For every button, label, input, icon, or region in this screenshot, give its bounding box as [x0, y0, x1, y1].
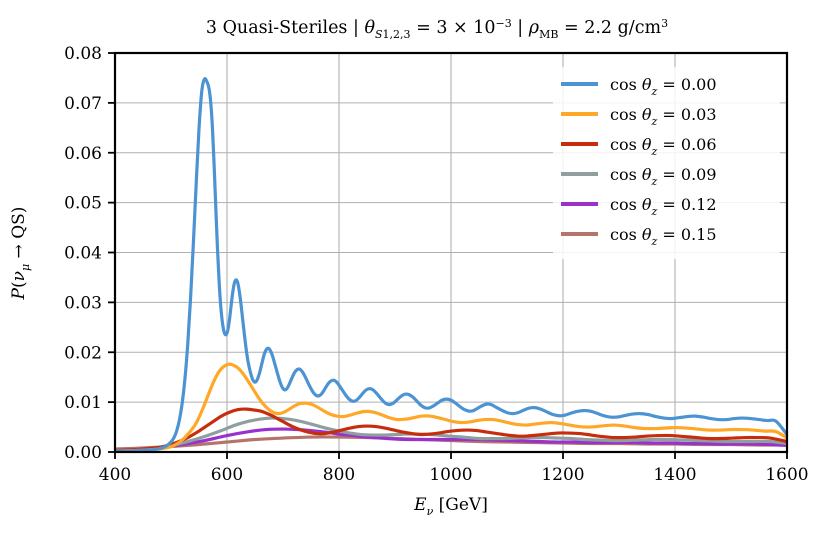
chart-legend[interactable]: cos θz = 0.00 cos θz = 0.03 cos θz = 0.06 c…: [553, 67, 780, 259]
legend-label: cos θz = 0.09: [610, 165, 717, 188]
legend-background: [553, 67, 780, 259]
series-line: [115, 427, 787, 452]
y-tick-label: 0.03: [64, 293, 102, 313]
legend-label: cos θz = 0.12: [610, 195, 717, 218]
legend-item[interactable]: cos θz = 0.00: [561, 75, 717, 98]
legend-item[interactable]: cos θz = 0.09: [561, 165, 717, 188]
tick-labels-layer: 400 600 800 1000 1200 1400 1600 0.00 0.01 0.02 0.0…: [64, 44, 808, 485]
y-tick-label: 0.00: [64, 443, 102, 463]
series-line: [115, 407, 787, 452]
y-tick-label: 0.06: [64, 144, 102, 164]
y-tick-label: 0.01: [64, 393, 102, 413]
legend-label: cos θz = 0.15: [610, 225, 717, 248]
legend-item[interactable]: cos θz = 0.12: [561, 195, 717, 218]
y-tick-label: 0.07: [64, 94, 102, 114]
x-tick-label: 600: [211, 465, 243, 485]
legend-item[interactable]: cos θz = 0.03: [561, 105, 717, 128]
x-tick-label: 1200: [541, 465, 584, 485]
axes-layer: [108, 51, 789, 459]
legend-label: cos θz = 0.06: [610, 135, 717, 158]
series-line: [115, 362, 787, 452]
y-tick-label: 0.05: [64, 194, 102, 214]
legend-label: cos θz = 0.00: [610, 75, 717, 98]
series-line: [115, 77, 787, 452]
x-tick-label: 400: [99, 465, 131, 485]
chart-title: 3 Quasi-Steriles | θS1,2,3 = 3 × 10−3 | …: [206, 17, 668, 41]
curves-layer: [115, 77, 787, 452]
x-axis-label: Eν [GeV]: [413, 495, 488, 518]
x-tick-label: 1400: [653, 465, 696, 485]
y-axis-label: P(νμ → QS): [9, 207, 32, 301]
x-tick-label: 800: [323, 465, 355, 485]
y-tick-label: 0.04: [64, 244, 102, 264]
y-tick-label: 0.02: [64, 343, 102, 363]
series-line: [115, 416, 787, 452]
legend-item[interactable]: cos θz = 0.06: [561, 135, 717, 158]
legend-label: cos θz = 0.03: [610, 105, 717, 128]
y-tick-label: 0.08: [64, 44, 102, 64]
x-tick-label: 1600: [765, 465, 808, 485]
legend-item[interactable]: cos θz = 0.15: [561, 225, 717, 248]
x-tick-label: 1000: [429, 465, 472, 485]
